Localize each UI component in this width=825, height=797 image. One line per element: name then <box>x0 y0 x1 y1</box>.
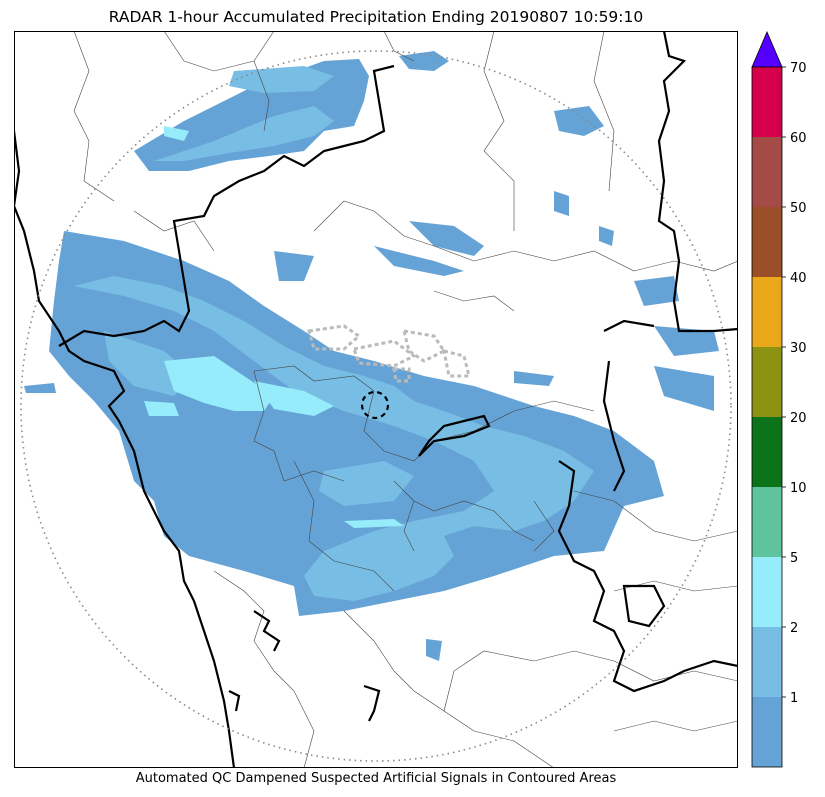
range-ring <box>20 50 732 762</box>
map-title: RADAR 1-hour Accumulated Precipitation E… <box>108 8 644 26</box>
colorbar-tick-label: 30 <box>790 341 807 356</box>
state-borders <box>14 31 738 768</box>
colorbar-bin <box>752 487 782 557</box>
colorbar-tick-label: 20 <box>790 411 807 426</box>
colorbar-bin <box>752 347 782 417</box>
map-frame-border <box>14 31 738 768</box>
colorbar-bin <box>752 277 782 347</box>
colorbar-bin <box>752 557 782 627</box>
colorbar-bin <box>752 627 782 697</box>
qc-contours <box>307 324 471 383</box>
colorbar-bin <box>752 137 782 207</box>
colorbar-tick-label: 2 <box>790 621 798 636</box>
colorbar-tick-label: 5 <box>790 551 798 566</box>
colorbar-tick-label: 50 <box>790 201 807 216</box>
colorbar-bin <box>752 417 782 487</box>
colorbar-legend: 1 2 5 10 20 30 40 50 60 70 <box>745 28 825 770</box>
colorbar-tick-label: 70 <box>790 61 807 76</box>
colorbar-tick-label: 60 <box>790 131 807 146</box>
colorbar-bin <box>752 697 782 767</box>
district-boundaries <box>73 31 738 768</box>
radar-site-marker <box>360 390 390 420</box>
qc-footer-note: Automated QC Dampened Suspected Artifici… <box>135 771 617 786</box>
precip-heavy <box>144 126 404 528</box>
radar-map[interactable] <box>14 31 738 768</box>
colorbar-bin <box>752 67 782 137</box>
colorbar-tick-label: 1 <box>790 691 798 706</box>
colorbar-tick-label: 40 <box>790 271 807 286</box>
colorbar-tick-label: 10 <box>790 481 807 496</box>
colorbar-extend-arrow <box>751 30 783 68</box>
colorbar-bin <box>752 207 782 277</box>
